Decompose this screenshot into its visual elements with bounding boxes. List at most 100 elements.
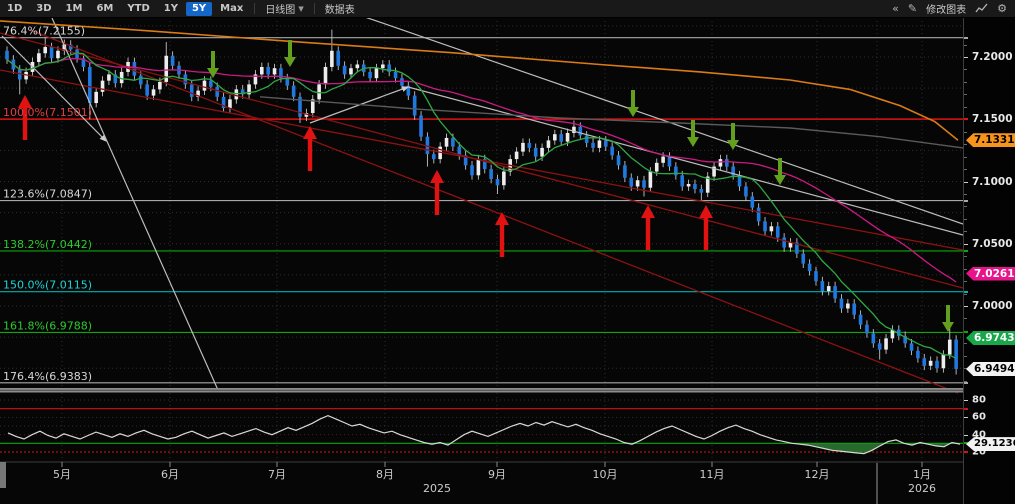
fib-label: 138.2%(7.0442) xyxy=(3,238,92,251)
candle-down xyxy=(871,333,876,344)
scrollbar-corner[interactable] xyxy=(0,462,6,488)
axis-minor-tick xyxy=(964,218,967,220)
candle-down xyxy=(400,78,404,86)
candle-up xyxy=(521,142,525,152)
modify-chart-button[interactable]: 修改图表 xyxy=(926,5,967,16)
candle-up xyxy=(502,171,506,186)
month-label: 12月 xyxy=(805,468,830,481)
candle-up xyxy=(928,360,933,366)
candle-down xyxy=(897,329,901,336)
timeframe-1y-button[interactable]: 1Y xyxy=(163,2,178,14)
candle-down xyxy=(138,75,143,85)
timeframe-3d-button[interactable]: 3D xyxy=(36,2,52,14)
candle-down xyxy=(610,146,614,156)
time-axis[interactable]: 5月 6月 7月 8月 9月 10月 11月 12月 1月 2025 2026 xyxy=(0,461,963,504)
candle-down xyxy=(88,66,92,104)
year-label: 2026 xyxy=(908,482,936,495)
candle-up xyxy=(317,84,321,100)
price-axis[interactable]: 7.2000 7.1500 7.1000 7.0500 7.0000 7.1331 7.02… xyxy=(963,17,1015,504)
candle-up xyxy=(635,180,640,187)
candle-up xyxy=(846,303,850,309)
axis-minor-tick xyxy=(964,156,967,158)
axis-minor-tick xyxy=(964,94,967,96)
candle-down xyxy=(699,188,704,193)
candle-up xyxy=(540,147,544,157)
candle-down xyxy=(240,89,245,95)
timeframe-max-button[interactable]: Max xyxy=(220,2,244,14)
gear-icon[interactable]: ⚙ xyxy=(997,1,1007,15)
candle-up xyxy=(234,89,239,100)
candle-down xyxy=(725,159,729,167)
candle-down xyxy=(756,207,761,222)
rsi-panel[interactable] xyxy=(0,408,963,455)
axis-minor-tick xyxy=(964,231,967,233)
green-down-arrow xyxy=(627,90,639,117)
candle-up xyxy=(272,68,277,75)
arrow-annotations[interactable] xyxy=(18,40,954,332)
candle-up xyxy=(941,354,946,369)
compare-chart-icon[interactable] xyxy=(975,3,988,14)
rsi-value-badge: 29.1236 xyxy=(966,437,1015,452)
price-badge: 6.9743 xyxy=(966,330,1015,345)
candle-down xyxy=(298,96,302,117)
fib-axis-stub xyxy=(964,249,968,252)
candle-down xyxy=(642,180,646,188)
fib-label: 150.0%(7.0115) xyxy=(3,279,92,292)
pencil-edit-icon[interactable]: ✎ xyxy=(907,1,918,15)
candle-up xyxy=(119,71,124,84)
toolbar-divider xyxy=(254,3,256,14)
red-up-arrow xyxy=(495,212,509,257)
candle-down xyxy=(603,140,608,147)
red-up-arrow xyxy=(641,205,655,250)
rsi-level-stub xyxy=(964,407,968,410)
axis-minor-tick xyxy=(964,268,967,270)
candle-up xyxy=(355,64,360,69)
candle-down xyxy=(285,78,290,86)
main-chart[interactable]: 76.4%(7.2155) 100.0%(7.1501) 123.6%(7.0847… xyxy=(0,16,964,504)
candle-up xyxy=(107,74,111,81)
candle-down xyxy=(5,50,9,60)
candle-down xyxy=(909,343,914,351)
chart-type-dropdown[interactable]: 日线图 ▼ xyxy=(259,0,309,17)
timeframe-1d-button[interactable]: 1D xyxy=(7,2,23,14)
month-label: 8月 xyxy=(376,468,394,481)
fibonacci-levels[interactable] xyxy=(0,37,963,384)
candle-down xyxy=(342,65,347,75)
timeframe-1m-button[interactable]: 1M xyxy=(65,2,83,14)
candle-up xyxy=(196,90,200,97)
candle-down xyxy=(527,142,532,148)
rsi-level-stub xyxy=(964,442,968,445)
trendlines[interactable] xyxy=(0,16,964,394)
candle-down xyxy=(616,155,621,166)
candle-down xyxy=(833,286,837,299)
rsi-axis-label: 60 xyxy=(972,411,986,423)
timeframe-5y-button[interactable]: 5Y xyxy=(185,1,213,16)
candle-up xyxy=(374,68,379,79)
candle-up xyxy=(514,151,519,160)
candle-down xyxy=(954,339,958,369)
candle-up xyxy=(310,99,315,114)
candle-up xyxy=(712,166,716,177)
collapse-panel-icon[interactable]: « xyxy=(892,1,899,15)
candle-up xyxy=(572,126,576,133)
candle-up xyxy=(381,64,385,69)
price-axis-label: 7.0500 xyxy=(972,237,1013,250)
candle-down xyxy=(482,159,487,170)
candle-up xyxy=(100,80,105,92)
fib-axis-stub xyxy=(964,331,968,334)
candle-up xyxy=(890,329,895,339)
fib-label: 123.6%(7.0847) xyxy=(3,188,92,201)
data-table-button[interactable]: 数据表 xyxy=(324,5,355,16)
ma-green xyxy=(6,52,957,359)
candle-up xyxy=(330,50,334,67)
candle-down xyxy=(693,183,697,189)
timeframe-6m-button[interactable]: 6M xyxy=(96,2,114,14)
fib-axis-stub xyxy=(964,199,968,202)
green-down-arrow xyxy=(687,120,699,147)
fib-axis-stub xyxy=(964,118,968,121)
timeframe-ytd-button[interactable]: YTD xyxy=(127,2,150,14)
candle-up xyxy=(686,183,691,187)
candle-up xyxy=(546,140,551,148)
price-axis-label: 7.1000 xyxy=(972,175,1013,188)
